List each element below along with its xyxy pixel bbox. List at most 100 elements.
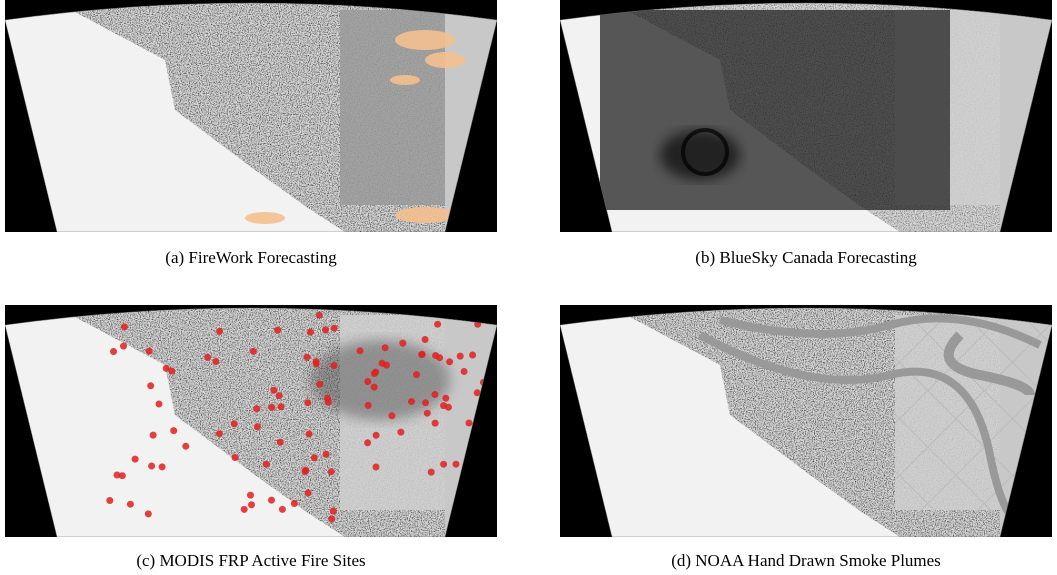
smoke-overlay xyxy=(245,212,285,224)
fire-site xyxy=(132,456,139,463)
fire-site xyxy=(263,461,270,468)
fire-site xyxy=(291,500,298,507)
fire-site xyxy=(440,461,447,468)
fire-site xyxy=(182,443,189,450)
fire-site xyxy=(148,463,155,470)
fire-site xyxy=(170,427,177,434)
fire-site xyxy=(311,454,318,461)
fire-site xyxy=(216,328,223,335)
fire-site xyxy=(324,395,331,402)
fire-site xyxy=(364,378,371,385)
fire-site xyxy=(379,360,386,367)
fire-site xyxy=(110,348,117,355)
fire-site xyxy=(388,412,395,419)
fire-site xyxy=(364,439,371,446)
fire-site xyxy=(127,501,134,508)
caption: (a) FireWork Forecasting xyxy=(5,248,497,268)
fire-site xyxy=(254,423,261,430)
fire-site xyxy=(119,472,126,479)
fire-site xyxy=(268,404,275,411)
fire-site xyxy=(313,360,320,367)
figure-page: (a) FireWork Forecasting (b) BlueSky Can… xyxy=(0,0,1057,575)
fire-site xyxy=(428,469,435,476)
fire-site xyxy=(382,344,389,351)
fire-site xyxy=(316,312,323,319)
map xyxy=(560,0,1052,232)
fire-site xyxy=(168,368,175,375)
fire-site xyxy=(232,454,239,461)
fire-site xyxy=(442,395,449,402)
fire-site xyxy=(432,352,439,359)
fire-site xyxy=(121,323,128,330)
fire-site xyxy=(302,467,309,474)
fire-site xyxy=(204,354,211,361)
fire-site xyxy=(306,431,313,438)
fire-site xyxy=(413,371,420,378)
forecast-domain xyxy=(600,10,950,210)
fire-site xyxy=(212,358,219,365)
fire-site xyxy=(469,352,476,359)
fire-site xyxy=(304,354,311,361)
map-body xyxy=(5,0,497,232)
caption: (c) MODIS FRP Active Fire Sites xyxy=(5,551,497,571)
fire-site xyxy=(371,370,378,377)
fire-site xyxy=(271,387,278,394)
fire-site xyxy=(250,348,257,355)
smoke-overlay xyxy=(395,30,455,50)
fire-site xyxy=(331,362,338,369)
fire-site xyxy=(419,351,426,358)
fire-site xyxy=(274,327,281,334)
fire-site xyxy=(422,336,429,343)
fire-site xyxy=(424,410,431,417)
fire-site xyxy=(365,402,372,409)
fire-site xyxy=(408,398,415,405)
fire-site xyxy=(316,381,323,388)
fire-site xyxy=(357,347,364,354)
fire-site xyxy=(330,508,337,515)
smoke-overlay xyxy=(425,52,465,68)
fire-site xyxy=(322,326,329,333)
fire-site xyxy=(445,404,452,411)
map-body xyxy=(560,305,1052,537)
fire-site xyxy=(159,463,166,470)
panel-d xyxy=(560,305,1052,537)
fire-site xyxy=(453,461,460,468)
fire-site xyxy=(431,391,438,398)
fire-site xyxy=(241,506,248,513)
map xyxy=(560,305,1052,537)
fire-site xyxy=(248,501,255,508)
fire-site xyxy=(397,429,404,436)
caption: (b) BlueSky Canada Forecasting xyxy=(560,248,1052,268)
map xyxy=(5,305,497,537)
fire-site xyxy=(277,439,284,446)
fire-site xyxy=(328,468,335,475)
fire-site xyxy=(156,401,163,408)
fire-site xyxy=(466,420,473,427)
fire-site xyxy=(432,420,439,427)
fire-site xyxy=(446,358,453,365)
fire-haze xyxy=(310,340,450,420)
fire-site xyxy=(461,368,468,375)
fire-site xyxy=(371,384,378,391)
fire-site xyxy=(328,515,335,522)
fire-site xyxy=(216,430,223,437)
fire-site xyxy=(150,432,157,439)
fire-site xyxy=(373,464,380,471)
panel-c xyxy=(5,305,497,537)
fire-site xyxy=(145,510,152,517)
fire-site xyxy=(307,329,314,336)
panel-a xyxy=(5,0,497,232)
smoke-overlay xyxy=(390,75,420,85)
map-body xyxy=(560,0,1052,232)
fire-site xyxy=(120,343,127,350)
map-body xyxy=(5,305,497,537)
fire-site xyxy=(457,353,464,360)
fire-site xyxy=(331,325,338,332)
fire-site xyxy=(231,420,238,427)
fire-site xyxy=(422,399,429,406)
fire-site xyxy=(268,497,275,504)
fire-site xyxy=(304,399,311,406)
fire-site xyxy=(323,451,330,458)
fire-site xyxy=(277,403,284,410)
map xyxy=(5,0,497,232)
